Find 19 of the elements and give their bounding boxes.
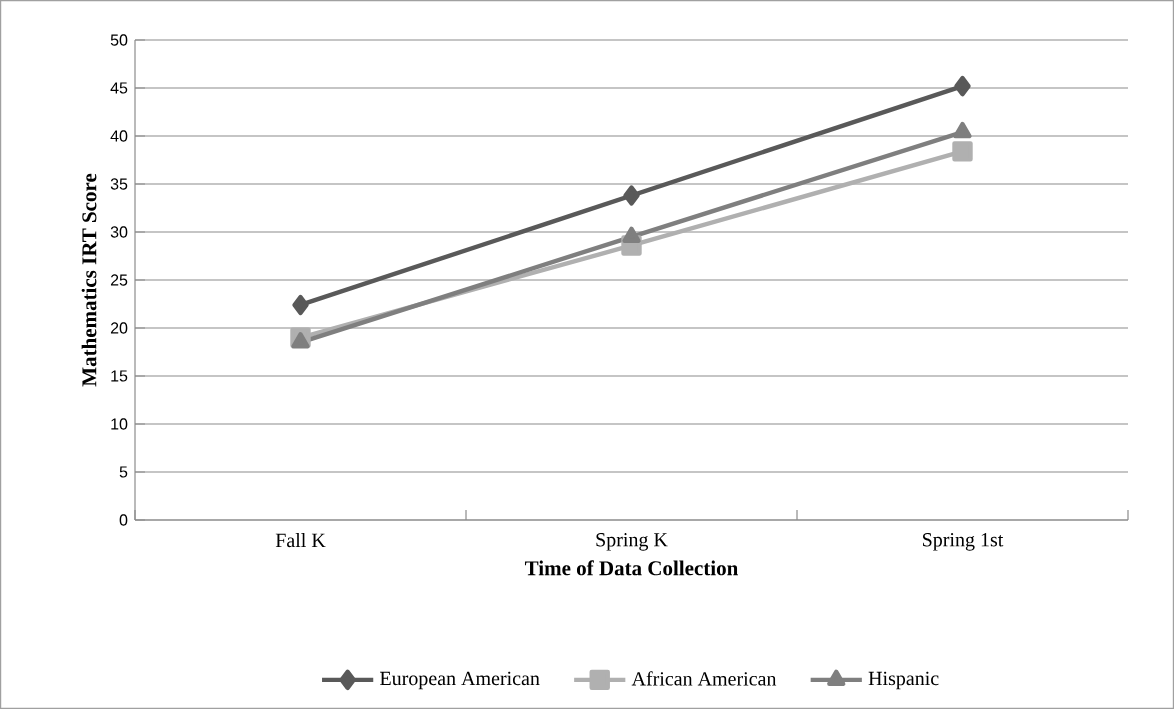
y-tick-label: 35 [110, 178, 128, 190]
x-tick-label: Fall K [275, 533, 326, 548]
y-tick-label: 40 [110, 130, 128, 142]
x-tick-label: Spring K [596, 533, 668, 551]
legend-label: African American [631, 671, 777, 686]
y-tick-label: 0 [119, 514, 128, 526]
legend-label: European American [380, 671, 540, 690]
y-tick-label: 20 [110, 322, 128, 334]
y-tick-label: 50 [110, 34, 128, 46]
x-axis-title: Time of Data Collection [524, 560, 738, 576]
y-tick-label: 5 [119, 466, 128, 478]
y-tick-label: 30 [110, 226, 128, 238]
legend-label: Hispanic [868, 671, 939, 690]
y-axis-title: Mathematics IRT Score [81, 173, 97, 387]
y-tick-label: 15 [111, 370, 128, 382]
x-tick-label: Spring 1st [923, 533, 1004, 551]
y-tick-label: 25 [110, 274, 128, 286]
y-tick-label: 10 [111, 418, 128, 430]
y-tick-label: 45 [110, 82, 128, 94]
